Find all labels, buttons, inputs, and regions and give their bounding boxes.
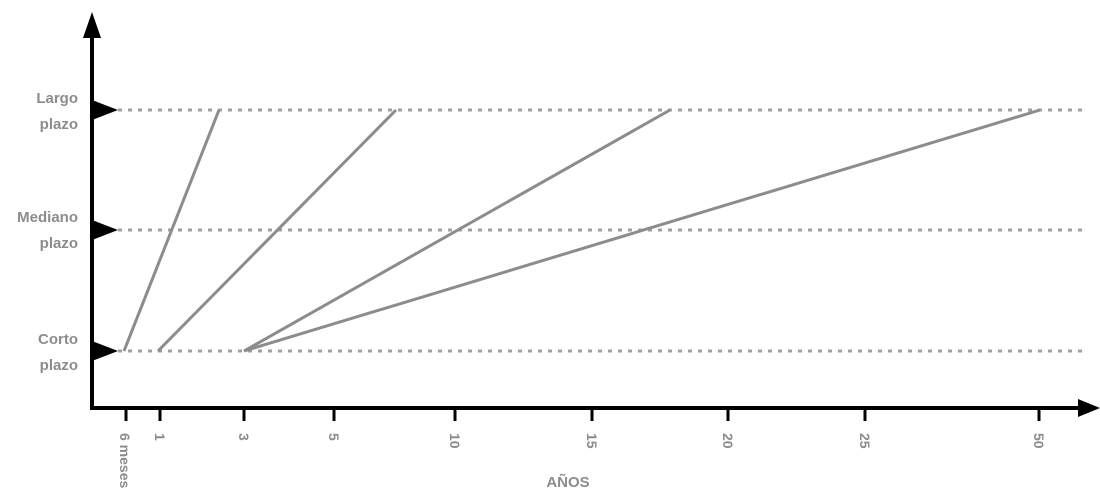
x-tick-label-15: 15	[584, 433, 600, 449]
x-tick-label-1: 1	[152, 433, 168, 441]
segment-line-2	[156, 108, 398, 353]
corto-plazo-marker	[92, 341, 118, 361]
x-axis-arrowhead	[1078, 399, 1100, 417]
x-tick-label-6-meses: 6 meses	[117, 433, 133, 488]
y-axis-arrowhead	[83, 12, 101, 38]
mediano-plazo-marker	[92, 220, 118, 240]
largo-label-line-2: plazo	[40, 116, 78, 133]
segment-line-1	[122, 109, 221, 352]
x-tick-label-50: 50	[1031, 433, 1047, 449]
x-tick-marks	[124, 408, 1041, 421]
corto-label-line-2: plazo	[40, 357, 78, 374]
x-axis-title: AÑOS	[546, 473, 589, 491]
largo-label-line-1: Largo	[36, 90, 78, 107]
mediano-label-line-1: Mediano	[17, 209, 78, 226]
x-tick-label-25: 25	[857, 433, 873, 449]
mediano-label-line-2: plazo	[40, 235, 78, 252]
corto-label-line-1: Corto	[38, 331, 78, 348]
segment-line-4	[243, 108, 1041, 353]
segment-line-3	[243, 108, 671, 353]
x-tick-label-3: 3	[236, 433, 252, 441]
largo-plazo-marker	[92, 100, 118, 120]
x-tick-label-20: 20	[720, 433, 736, 449]
x-tick-label-5: 5	[326, 433, 342, 441]
x-tick-label-10: 10	[447, 433, 463, 449]
